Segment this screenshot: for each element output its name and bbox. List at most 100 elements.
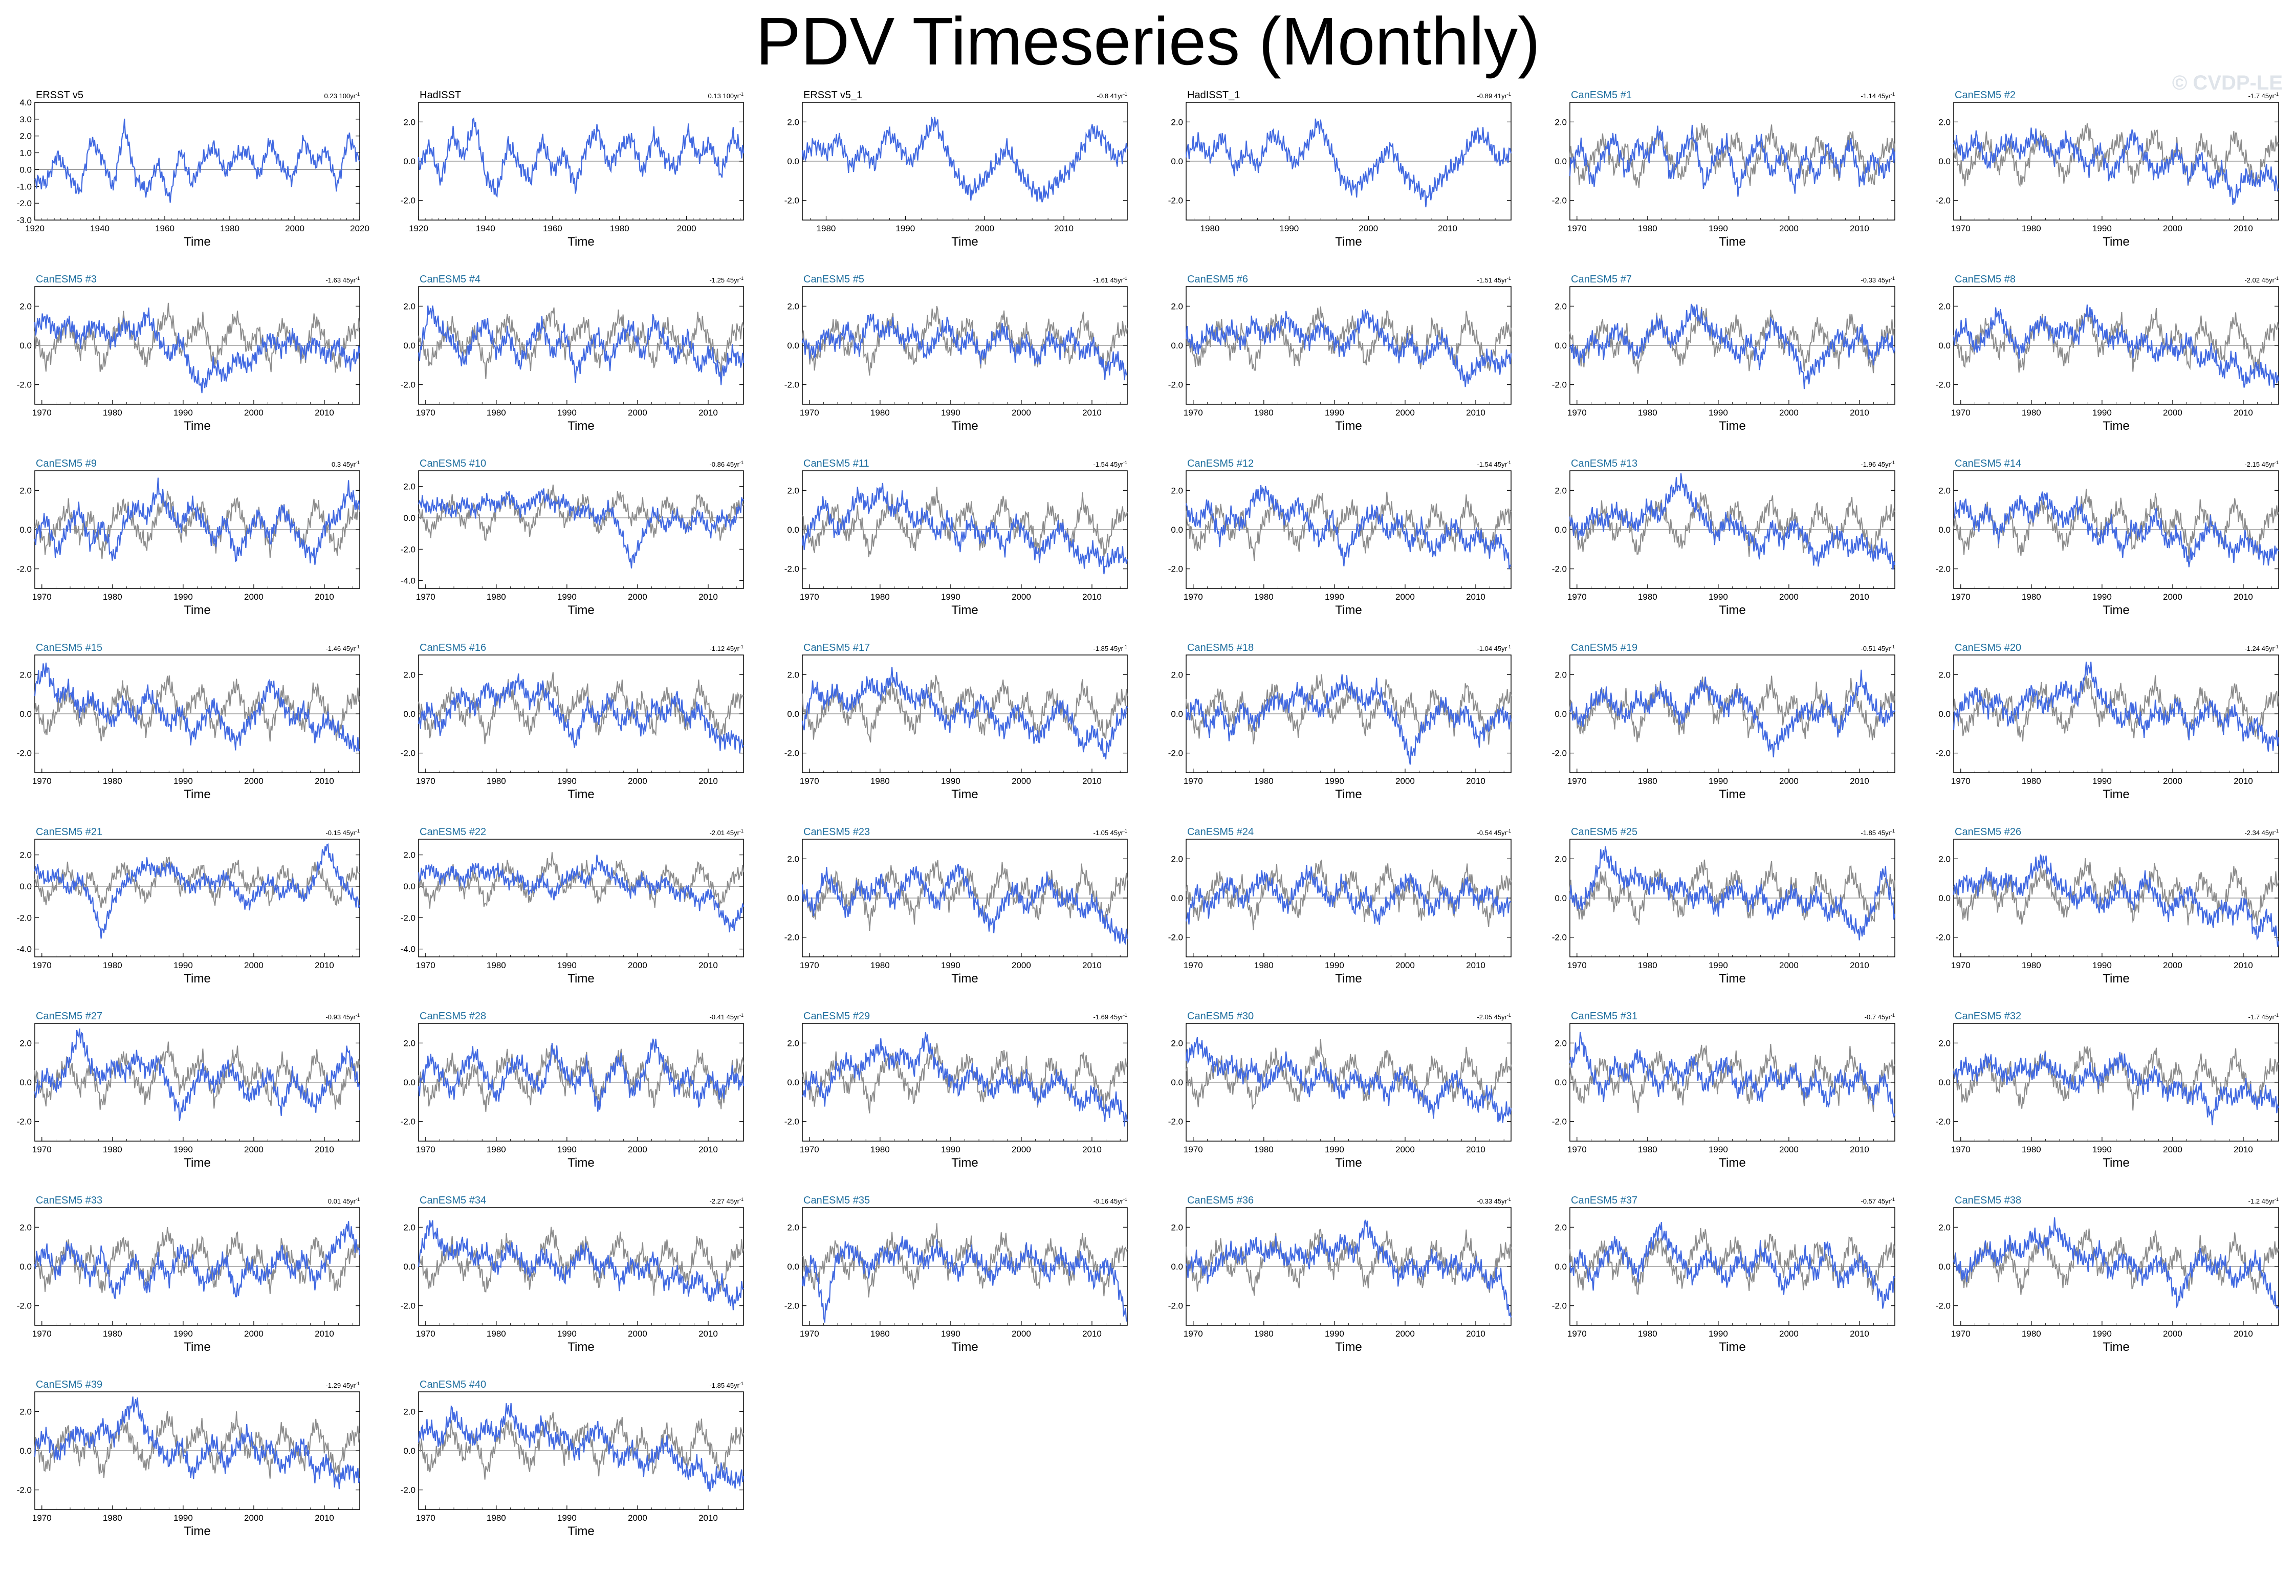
trend-label: -0.93 45yr-1 (325, 1013, 360, 1021)
x-tick-label: 1980 (2022, 224, 2041, 233)
ensemble-series-line (34, 1411, 360, 1479)
observed-series-line (801, 864, 1128, 945)
x-tick-label: 1970 (800, 1329, 819, 1339)
x-tick-label: 2000 (1395, 1145, 1415, 1154)
y-tick-label: 0.0 (1171, 1078, 1183, 1087)
x-tick-label: 2000 (285, 224, 304, 233)
y-tick-label: 2.0 (1171, 854, 1183, 864)
chart-panel: CanESM5 #35 -0.16 45yr-1 1970 1980 1990 2000 2… (784, 1195, 1128, 1354)
x-tick-label: 1980 (1638, 224, 1657, 233)
trend-exponent: -1 (2275, 92, 2279, 97)
x-tick-label: 1980 (1638, 960, 1657, 970)
x-tick-label: 1990 (2092, 776, 2112, 786)
x-axis-label: Time (184, 972, 210, 986)
x-tick-label: 2000 (1779, 1329, 1799, 1339)
x-axis-label: Time (184, 788, 210, 801)
x-axis-label: Time (1335, 419, 1362, 433)
panel-title: CanESM5 #25 (1571, 826, 1637, 838)
panel-title: CanESM5 #23 (803, 826, 870, 838)
chart-panel: CanESM5 #20 -1.24 45yr-1 1970 1980 1990 2000 2… (1936, 642, 2280, 801)
panel-title: CanESM5 #15 (36, 642, 102, 653)
ensemble-series-line (1186, 1039, 1512, 1110)
trend-label: 0.13 100yr-1 (708, 92, 744, 100)
x-tick-label: 1990 (1325, 960, 1344, 970)
y-tick-label: 2.0 (403, 1407, 416, 1416)
x-tick-label: 2000 (1779, 776, 1799, 786)
plot-frame (34, 839, 360, 957)
observed-series-line (1953, 127, 2279, 205)
y-tick-label: 2.0 (1555, 1222, 1567, 1232)
y-tick-label: 0.0 (403, 1262, 416, 1272)
x-axis-label: Time (2103, 1156, 2129, 1170)
x-tick-label: 1980 (103, 592, 122, 602)
observed-series-line (1953, 491, 2279, 567)
x-tick-label: 2000 (2163, 408, 2182, 418)
x-tick-label: 2000 (1395, 960, 1415, 970)
x-tick-label: 2010 (315, 1513, 334, 1523)
x-tick-label: 1970 (1184, 1145, 1203, 1154)
ensemble-series-line (1953, 489, 2279, 559)
panel-title: CanESM5 #18 (1187, 642, 1254, 653)
y-tick-label: -2.0 (17, 913, 32, 923)
x-axis-label: Time (1719, 419, 1745, 433)
ensemble-series-line (1569, 675, 1895, 742)
y-tick-label: 2.0 (1555, 1038, 1567, 1048)
chart-panel: CanESM5 #14 -2.15 45yr-1 1970 1980 1990 2000 2… (1936, 458, 2279, 617)
chart-panel: CanESM5 #25 -1.85 45yr-1 1970 1980 1990 2000 2… (1552, 826, 1896, 986)
x-tick-label: 1990 (2092, 592, 2112, 602)
x-tick-label: 2010 (2234, 224, 2253, 233)
y-tick-label: 2.0 (1555, 117, 1567, 127)
x-tick-label: 2000 (628, 592, 647, 602)
x-tick-label: 2000 (1395, 776, 1415, 786)
y-tick-label: 0.0 (787, 1262, 799, 1272)
x-tick-label: 1970 (32, 960, 52, 970)
chart-panel: ERSST v5_1 -0.8 41yr-1 1980 1990 2000 2010 2.0… (784, 90, 1128, 249)
x-tick-label: 2010 (1466, 1145, 1485, 1154)
y-tick-label: 2.0 (403, 117, 416, 127)
trend-exponent: -1 (2275, 644, 2279, 649)
x-tick-label: 1970 (416, 776, 435, 786)
observed-series-line (418, 1038, 745, 1112)
trend-exponent: -1 (1891, 92, 1895, 97)
ensemble-series-line (1186, 674, 1512, 745)
y-tick-label: -2.0 (1936, 749, 1951, 758)
ensemble-series-line (34, 1227, 360, 1295)
y-tick-label: -2.0 (17, 380, 32, 390)
x-tick-label: 1980 (817, 224, 836, 233)
x-tick-label: 2010 (1466, 592, 1485, 602)
x-axis-label: Time (951, 235, 978, 249)
y-tick-label: -2.0 (1552, 1301, 1567, 1311)
x-tick-label: 2010 (315, 592, 334, 602)
y-tick-label: 2.0 (19, 1222, 32, 1232)
x-axis-label: Time (567, 1340, 594, 1354)
x-tick-label: 1990 (941, 1145, 960, 1154)
x-tick-label: 1980 (103, 1329, 122, 1339)
x-tick-label: 2000 (1779, 224, 1799, 233)
chart-panel: CanESM5 #19 -0.51 45yr-1 1970 1980 1990 2000 2… (1552, 642, 1896, 801)
panel-title: ERSST v5 (36, 90, 83, 101)
x-tick-label: 1980 (2022, 1329, 2041, 1339)
trend-exponent: -1 (1507, 1013, 1511, 1018)
y-tick-label: 2.0 (787, 854, 799, 864)
x-tick-label: 1990 (2092, 960, 2112, 970)
x-tick-label: 1960 (155, 224, 174, 233)
trend-exponent: -1 (356, 828, 360, 834)
x-tick-label: 2000 (244, 408, 264, 418)
trend-exponent: -1 (1507, 460, 1511, 465)
observed-series-line (1569, 303, 1896, 389)
x-tick-label: 2010 (1054, 224, 1074, 233)
y-tick-label: 0.0 (1938, 1262, 1951, 1272)
y-tick-label: 0.0 (787, 341, 799, 351)
ensemble-series-line (1186, 1229, 1512, 1296)
x-axis-label: Time (1719, 1156, 1745, 1170)
x-tick-label: 1970 (1567, 592, 1587, 602)
x-tick-label: 2000 (628, 1329, 647, 1339)
x-axis-label: Time (1335, 788, 1362, 801)
x-tick-label: 1970 (1567, 776, 1587, 786)
y-tick-label: -2.0 (784, 196, 799, 206)
x-tick-label: 2010 (698, 1513, 718, 1523)
observed-series-line (34, 1396, 361, 1490)
x-axis-label: Time (184, 1524, 210, 1538)
trend-exponent: -1 (1123, 828, 1127, 834)
y-tick-label: 1.0 (19, 148, 32, 158)
